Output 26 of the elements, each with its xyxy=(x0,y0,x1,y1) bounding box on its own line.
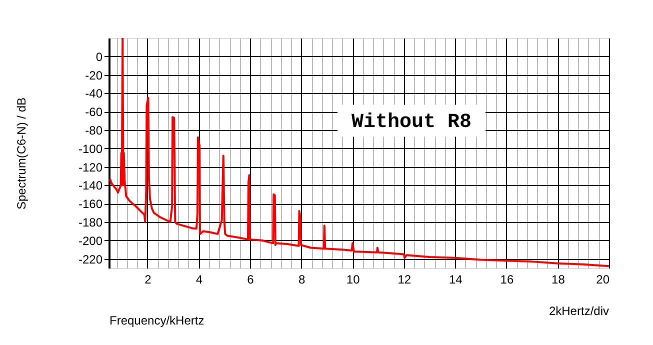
y-tick-label: -20 xyxy=(85,68,103,82)
x-tick-label: 16 xyxy=(500,272,514,286)
x-tick-label: 2 xyxy=(144,272,152,286)
x-tick-label: 14 xyxy=(448,272,463,286)
x-tick-label: 4 xyxy=(196,272,203,286)
y-tick-label: -200 xyxy=(78,234,103,248)
y-tick-label: -100 xyxy=(78,142,103,156)
y-tick-label: -80 xyxy=(85,124,103,138)
x-tick-label: 20 xyxy=(596,272,610,286)
y-tick-label: -160 xyxy=(78,197,103,212)
text: 2kHertz/div xyxy=(548,304,609,318)
x-tick-label: 10 xyxy=(346,272,360,286)
y-tick-label: -60 xyxy=(85,105,103,120)
x-tick-label: 18 xyxy=(552,272,566,286)
y-tick-label: 0 xyxy=(96,50,103,64)
y-tick-label: -180 xyxy=(78,216,103,230)
x-tick-label: 6 xyxy=(247,272,254,286)
x-axis-title: Frequency/kHertz xyxy=(110,314,204,328)
x-tick-label: 8 xyxy=(298,272,306,286)
y-tick-label: -120 xyxy=(78,160,103,174)
y-tick-label: -140 xyxy=(78,178,103,193)
y-tick-label: -220 xyxy=(78,252,103,266)
y-axis-title: Spectrum(C6-N) / dB xyxy=(14,97,28,210)
x-tick-label: 12 xyxy=(398,272,412,286)
annotation: Without R8 xyxy=(351,110,472,134)
y-tick-label: -40 xyxy=(85,86,103,101)
